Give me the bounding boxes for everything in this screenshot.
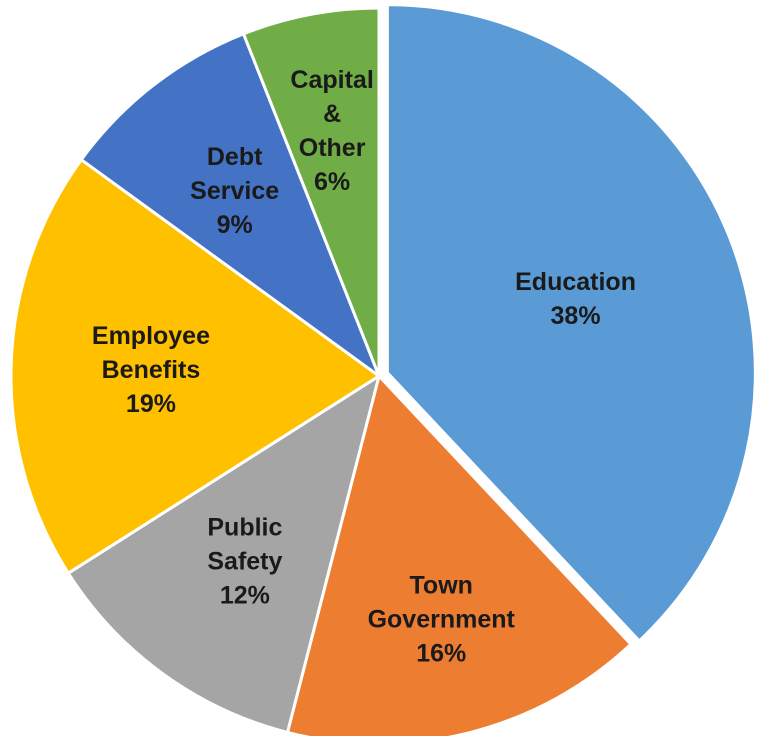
data-label-line: 12% bbox=[220, 582, 270, 610]
pie-slice-capital-other bbox=[241, 6, 381, 377]
pie-slice-public-safety bbox=[66, 372, 382, 735]
data-label-line: 9% bbox=[217, 211, 253, 239]
data-label-debt-service: Debt Service 9% bbox=[190, 143, 279, 239]
data-label-line: 16% bbox=[416, 639, 466, 667]
data-label-line: Debt bbox=[207, 143, 263, 171]
pie-slice-town-government bbox=[285, 372, 634, 736]
data-label-line: Benefits bbox=[102, 356, 201, 384]
data-label-line: Town bbox=[410, 571, 473, 599]
pie-slice-debt-service bbox=[79, 31, 383, 381]
data-label-line: Service bbox=[190, 177, 279, 205]
data-label-line: Public bbox=[207, 514, 282, 542]
data-label-capital-other: Capital & Other 6% bbox=[290, 66, 373, 196]
data-label-line: Employee bbox=[92, 322, 210, 350]
data-label-line: Safety bbox=[207, 548, 282, 576]
data-label-line: Government bbox=[368, 605, 516, 633]
data-label-employee-benefits: Employee Benefits 19% bbox=[92, 322, 210, 418]
data-label-line: Education bbox=[515, 268, 636, 296]
data-label-line: Other bbox=[299, 134, 366, 162]
data-label-line: & bbox=[323, 100, 341, 128]
data-label-line: 6% bbox=[314, 168, 350, 196]
data-label-line: 19% bbox=[126, 390, 176, 418]
data-label-public-safety: Public Safety 12% bbox=[207, 514, 282, 610]
data-label-line: Capital bbox=[290, 66, 373, 94]
data-label-education: Education 38% bbox=[515, 268, 636, 330]
data-label-line: 38% bbox=[551, 302, 601, 330]
pie-slice-education bbox=[385, 3, 757, 644]
pie-slice-employee-benefits bbox=[9, 157, 382, 576]
data-label-town-government: Town Government 16% bbox=[368, 571, 516, 667]
